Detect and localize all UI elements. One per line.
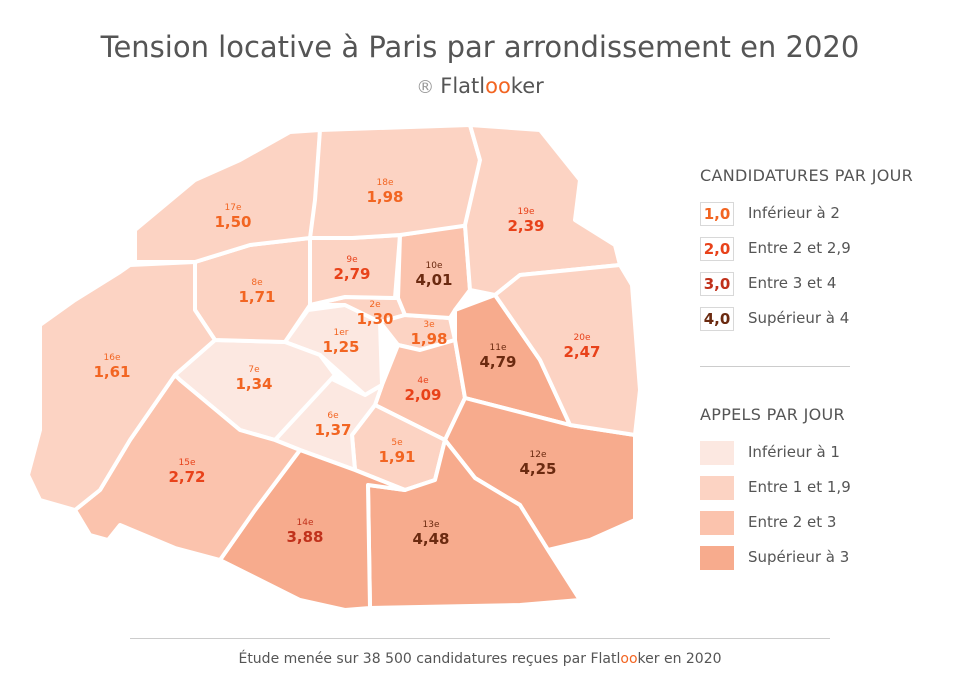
- legend-label: Inférieur à 2: [748, 204, 840, 222]
- arrondissement-number-17e: 17e: [225, 203, 242, 213]
- arrondissement-number-5e: 5e: [391, 438, 403, 448]
- arrondissement-number-18e: 18e: [377, 178, 394, 188]
- legend-swatch: [700, 441, 734, 465]
- arrondissement-16e: [26, 260, 217, 512]
- legend-swatch: [700, 476, 734, 500]
- arrondissement-value-2e: 1,30: [356, 310, 393, 328]
- legend-candidatures-heading: CANDIDATURES PAR JOUR: [700, 166, 914, 185]
- brand-logo: ® Flatlooker: [416, 74, 544, 98]
- arrondissement-value-20e: 2,47: [563, 343, 600, 361]
- arrondissement-value-10e: 4,01: [415, 271, 452, 289]
- legend-label: Supérieur à 3: [748, 548, 850, 566]
- arrondissement-number-12e: 12e: [530, 450, 547, 460]
- arrondissement-value-5e: 1,91: [378, 448, 415, 466]
- legend-appels-heading: APPELS PAR JOUR: [700, 405, 845, 424]
- arrondissement-number-2e: 2e: [369, 300, 381, 310]
- arrondissement-value-13e: 4,48: [412, 530, 449, 548]
- arrondissement-number-20e: 20e: [574, 333, 591, 343]
- arrondissement-value-3e: 1,98: [410, 330, 447, 348]
- legend-value-box: 1,0: [700, 202, 734, 226]
- legend-value-box: 4,0: [700, 307, 734, 331]
- registered-mark: ®: [416, 77, 435, 98]
- arrondissement-value-15e: 2,72: [168, 468, 205, 486]
- arrondissement-number-3e: 3e: [423, 320, 435, 330]
- arrondissement-20e: [493, 263, 642, 437]
- arrondissement-number-1er: 1er: [334, 328, 349, 338]
- arrondissement-number-15e: 15e: [179, 458, 196, 468]
- page-title: Tension locative à Paris par arrondissem…: [100, 30, 860, 64]
- arrondissement-value-8e: 1,71: [238, 288, 275, 306]
- arrondissement-number-7e: 7e: [248, 365, 260, 375]
- arrondissement-number-6e: 6e: [327, 411, 339, 421]
- legend-divider: [700, 366, 850, 367]
- arrondissement-value-12e: 4,25: [519, 460, 556, 478]
- arrondissement-value-19e: 2,39: [507, 217, 544, 235]
- legend-label: Entre 1 et 1,9: [748, 478, 851, 496]
- arrondissement-value-4e: 2,09: [404, 386, 441, 404]
- arrondissement-number-8e: 8e: [251, 278, 263, 288]
- legend-label: Supérieur à 4: [748, 309, 850, 327]
- arrondissement-value-6e: 1,37: [314, 421, 351, 439]
- arrondissement-number-16e: 16e: [104, 353, 121, 363]
- legend-label: Entre 2 et 2,9: [748, 239, 851, 257]
- arrondissement-18e: [308, 123, 482, 240]
- arrondissement-number-14e: 14e: [297, 518, 314, 528]
- arrondissement-value-7e: 1,34: [235, 375, 272, 393]
- legend-swatch: [700, 511, 734, 535]
- arrondissement-value-18e: 1,98: [366, 188, 403, 206]
- arrondissement-value-1er: 1,25: [322, 338, 359, 356]
- arrondissement-number-4e: 4e: [417, 376, 429, 386]
- legend-swatch: [700, 546, 734, 570]
- arrondissement-number-19e: 19e: [518, 207, 535, 217]
- arrondissement-number-11e: 11e: [490, 343, 507, 353]
- arrondissement-value-14e: 3,88: [286, 528, 323, 546]
- legend-label: Entre 3 et 4: [748, 274, 837, 292]
- footer-divider: [130, 638, 830, 639]
- arrondissement-value-9e: 2,79: [333, 265, 370, 283]
- legend-value-box: 2,0: [700, 237, 734, 261]
- arrondissement-value-16e: 1,61: [93, 363, 130, 381]
- arrondissement-number-9e: 9e: [346, 255, 358, 265]
- arrondissement-number-13e: 13e: [423, 520, 440, 530]
- arrondissement-value-17e: 1,50: [214, 213, 251, 231]
- legend-label: Entre 2 et 3: [748, 513, 837, 531]
- legend-value-box: 3,0: [700, 272, 734, 296]
- legend-label: Inférieur à 1: [748, 443, 840, 461]
- arrondissement-value-11e: 4,79: [479, 353, 516, 371]
- footer-note: Étude menée sur 38 500 candidatures reçu…: [238, 651, 722, 667]
- arrondissement-number-10e: 10e: [426, 261, 443, 271]
